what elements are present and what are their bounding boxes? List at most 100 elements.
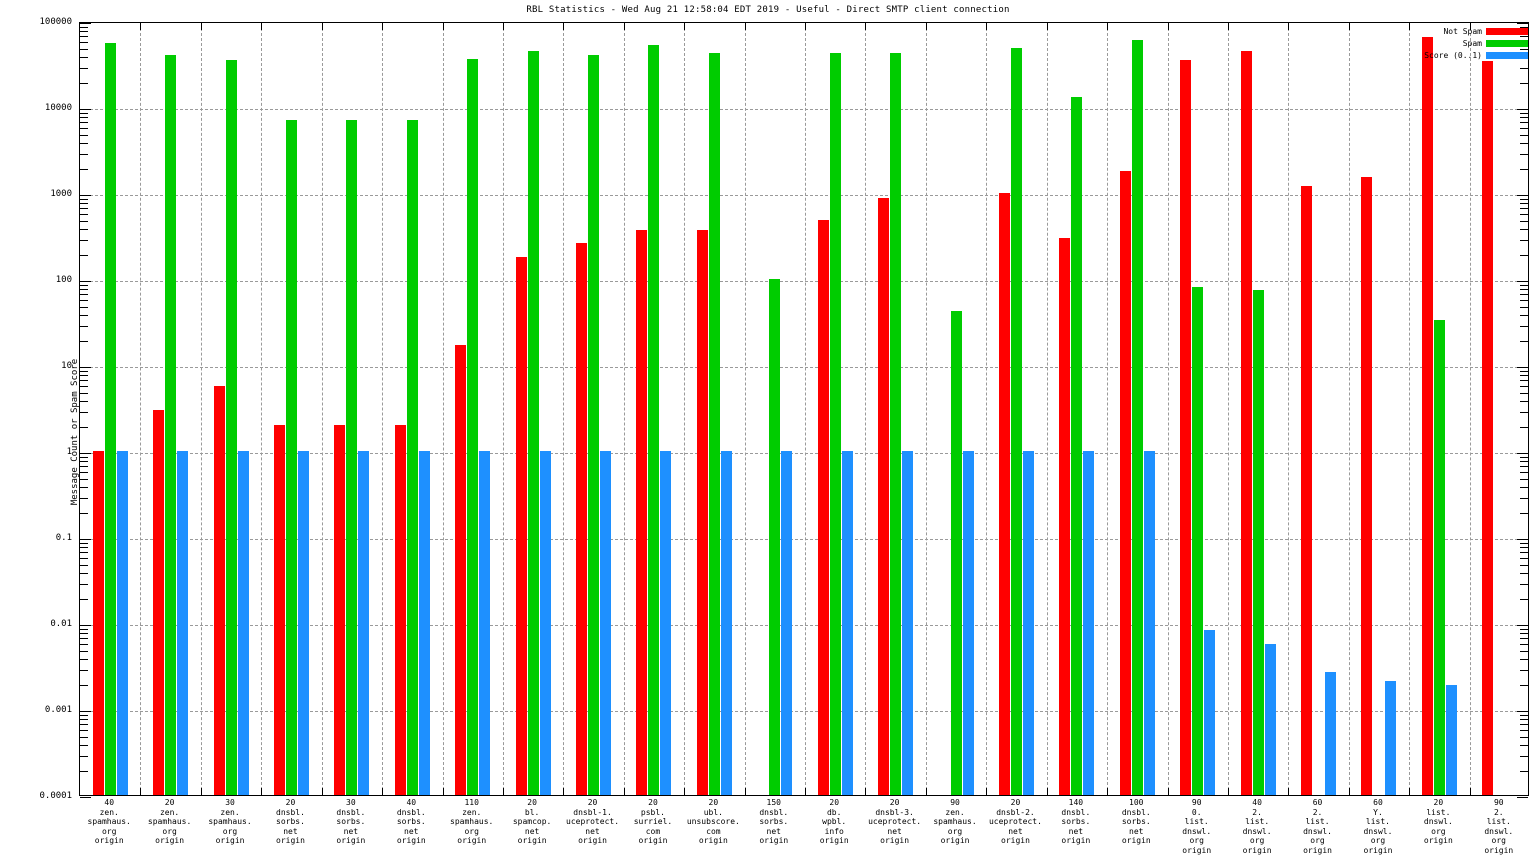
bar-score	[1385, 681, 1397, 795]
bar-not-spam	[576, 243, 588, 795]
bar-spam	[527, 50, 539, 795]
y-axis-minor-tick-right	[1520, 203, 1528, 205]
y-axis-minor-tick	[80, 284, 88, 286]
x-axis-tick-label: 150 dnsbl. sorbs. net origin	[744, 798, 804, 846]
y-axis-tick-right	[1517, 625, 1528, 626]
bar-not-spam	[636, 230, 648, 795]
y-axis-minor-tick	[80, 513, 88, 515]
vertical-gridline	[925, 23, 927, 795]
y-axis-minor-tick	[80, 466, 88, 468]
gridline	[80, 195, 1528, 196]
y-axis-minor-tick-right	[1520, 26, 1528, 28]
y-axis-minor-tick	[80, 771, 88, 773]
x-axis-label-line: dnsbl-1.	[573, 807, 612, 817]
y-axis-tick-right	[1517, 195, 1528, 196]
x-axis-label-line: dnsbl.	[759, 807, 789, 817]
bar-not-spam	[998, 193, 1010, 795]
x-axis-label-line: dnsbl.	[336, 807, 366, 817]
y-axis-tick-label: 10	[61, 361, 72, 371]
y-axis-minor-tick	[80, 478, 88, 480]
y-axis-minor-tick-right	[1520, 633, 1528, 635]
x-axis-tick-top	[1288, 23, 1290, 30]
x-axis-label-line: psbl.	[640, 807, 665, 817]
x-axis-tick-top	[321, 23, 323, 30]
x-axis-label-line: sorbs.	[276, 817, 305, 827]
y-axis-minor-tick-right	[1520, 134, 1528, 136]
y-axis-tick-label: 0.1	[55, 533, 72, 543]
bar-not-spam	[1301, 186, 1313, 795]
x-axis-label-line: 2.	[1493, 807, 1504, 817]
bar-spam	[165, 55, 177, 795]
vertical-gridline	[684, 23, 686, 795]
bar-not-spam	[1240, 50, 1252, 795]
x-axis-tick-label: 110 zen. spamhaus. org origin	[442, 798, 502, 846]
x-axis-tick-label: 90 0. list. dnswl. org origin	[1167, 798, 1227, 856]
y-axis-minor-tick-right	[1520, 112, 1528, 114]
bar-not-spam	[92, 451, 104, 795]
x-axis-label-line: org	[101, 826, 117, 836]
x-axis-label-line: 20	[587, 798, 598, 807]
x-axis-tick-label: 20 dnsbl-1. uceprotect. net origin	[562, 798, 622, 846]
y-axis-minor-tick	[80, 153, 88, 155]
legend-label-not-spam: Not Spam	[1443, 27, 1482, 36]
x-axis-label-line: 40	[104, 798, 115, 807]
gridline	[80, 539, 1528, 540]
y-axis-minor-tick-right	[1520, 564, 1528, 566]
x-axis-tick-top	[805, 23, 806, 30]
bar-spam	[1071, 97, 1083, 795]
y-axis-minor-tick-right	[1520, 685, 1528, 687]
x-axis-label-line: origin	[880, 836, 910, 846]
bar-spam	[769, 279, 781, 795]
x-axis-tick	[986, 788, 988, 795]
x-axis-label-line: list.	[1365, 817, 1390, 827]
y-axis-minor-tick	[80, 583, 88, 585]
vertical-gridline	[1107, 23, 1109, 795]
y-axis-tick-right	[1517, 539, 1528, 540]
x-axis-label-line: net	[1008, 826, 1023, 836]
vertical-gridline	[502, 23, 504, 795]
x-axis-tick-top	[1107, 23, 1109, 30]
x-axis-label-line: dnsbl.	[1121, 807, 1151, 817]
y-axis-tick	[80, 281, 91, 282]
gridline	[80, 367, 1528, 368]
y-axis-minor-tick-right	[1520, 122, 1528, 124]
x-axis-label-line: sorbs.	[1121, 817, 1151, 827]
x-axis-label-line: 110	[464, 798, 479, 807]
bar-not-spam	[153, 409, 165, 795]
x-axis-label-line: 0.	[1191, 807, 1202, 817]
x-axis-label-line: spamhaus.	[933, 817, 977, 827]
x-axis-label-line: info	[824, 826, 844, 836]
y-axis-minor-tick-right	[1520, 755, 1528, 757]
y-axis-minor-tick-right	[1520, 370, 1528, 372]
y-axis-minor-tick	[80, 401, 88, 403]
x-axis-label-line: origin	[1484, 845, 1514, 855]
vertical-gridline	[1046, 23, 1048, 795]
x-axis-tick	[442, 788, 444, 795]
y-axis-minor-tick	[80, 112, 88, 114]
bar-score	[1022, 451, 1034, 795]
y-axis-minor-tick	[80, 638, 88, 640]
y-axis-minor-tick-right	[1520, 628, 1528, 630]
y-axis-minor-tick	[80, 573, 88, 575]
y-axis-tick-label: 100	[55, 275, 72, 285]
y-axis-minor-tick-right	[1520, 306, 1528, 308]
gridline	[80, 281, 1528, 282]
vertical-gridline	[261, 23, 263, 795]
y-axis-minor-tick	[80, 220, 88, 222]
bar-score	[781, 451, 793, 795]
x-axis-label-line: list.	[1426, 807, 1451, 817]
y-axis-tick-right	[1517, 23, 1528, 24]
y-axis-minor-tick-right	[1520, 497, 1528, 499]
x-axis-tick-label: 60 Y. list. dnswl. org origin	[1348, 798, 1408, 856]
x-axis-tick-label: 40 dnsbl. sorbs. net origin	[381, 798, 441, 846]
x-axis-label-line: net	[585, 826, 600, 836]
x-axis-label-line: dnswl.	[1182, 826, 1212, 836]
bar-score	[660, 451, 672, 795]
x-axis-tick	[261, 788, 263, 795]
y-axis-minor-tick	[80, 289, 88, 291]
x-axis-label-line: zen.	[159, 807, 180, 817]
y-axis-tick-right	[1517, 281, 1528, 282]
x-axis-tick-top	[925, 23, 927, 30]
y-axis-minor-tick-right	[1520, 771, 1528, 773]
y-axis-minor-tick-right	[1520, 284, 1528, 286]
